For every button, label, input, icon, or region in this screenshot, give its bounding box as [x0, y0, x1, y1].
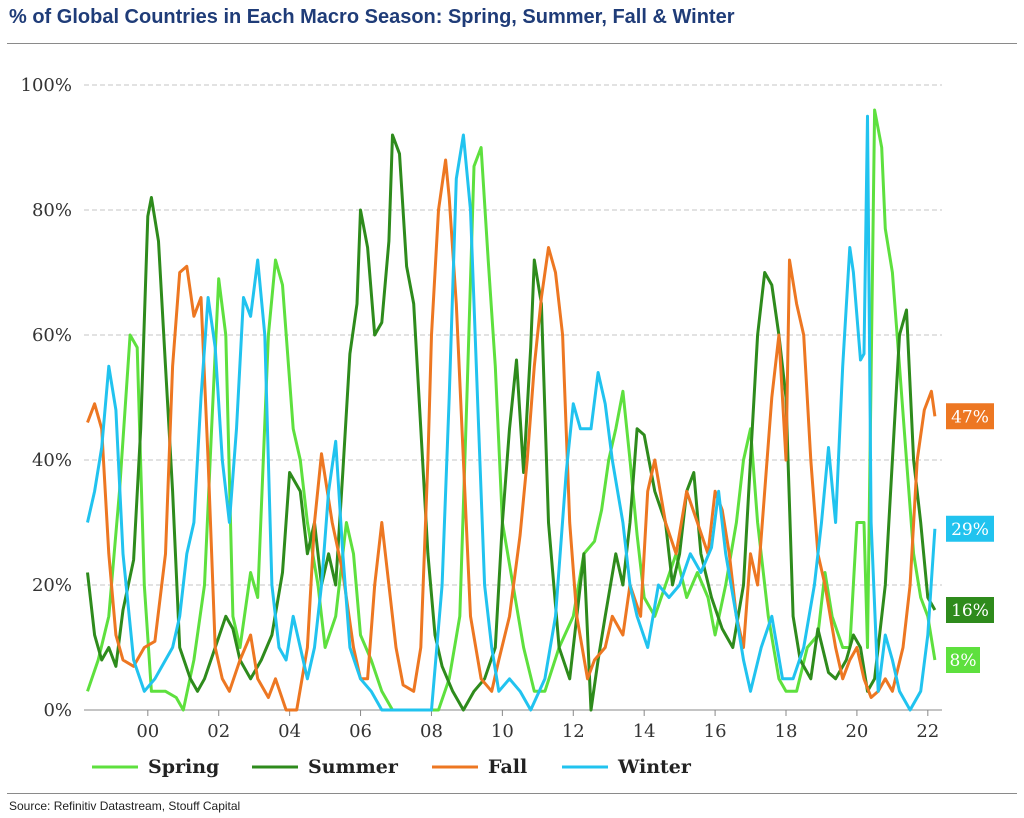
end-labels: 8% 16% 47% 29%: [946, 403, 994, 673]
x-tick-label: 04: [278, 721, 301, 742]
y-axis-ticks: 0% 20% 40% 60% 80% 100%: [21, 75, 72, 721]
line-chart: 0% 20% 40% 60% 80% 100% 00 02 04 06 08 10 12 14 16 18 2…: [21, 75, 994, 778]
end-label-winter: 29%: [951, 520, 989, 540]
end-label-summer: 16%: [951, 601, 989, 621]
x-tick-label: 22: [916, 721, 939, 742]
legend: Spring Summer Fall Winter: [92, 756, 692, 778]
end-label-box-summer: [946, 597, 994, 623]
x-tick-label: 10: [491, 721, 514, 742]
legend-label-spring: Spring: [148, 756, 219, 778]
x-tick-label: 20: [845, 721, 868, 742]
series-line-fall: [86, 158, 937, 712]
x-axis: 00 02 04 06 08 10 12 14 16 18 20 22: [84, 709, 942, 742]
x-tick-label: 02: [207, 721, 230, 742]
end-label-spring: 8%: [950, 651, 977, 671]
end-label-box-winter: [946, 515, 994, 542]
legend-label-winter: Winter: [617, 756, 692, 778]
y-tick-label: 20%: [32, 575, 72, 596]
end-label-box-spring: [946, 647, 980, 673]
source-note: Source: Refinitiv Datastream, Stouff Cap…: [9, 799, 241, 813]
x-tick-label: 14: [633, 721, 656, 742]
end-label-fall: 47%: [951, 407, 989, 427]
chart-title: % of Global Countries in Each Macro Seas…: [9, 6, 735, 28]
y-tick-label: 60%: [32, 325, 72, 346]
title-rule: [7, 43, 1017, 44]
x-tick-label: 08: [420, 721, 443, 742]
y-tick-label: 100%: [21, 75, 72, 96]
series-line-winter: [86, 114, 937, 712]
x-tick-label: 06: [349, 721, 372, 742]
end-label-box-fall: [946, 403, 994, 430]
legend-label-fall: Fall: [488, 756, 527, 778]
x-tick-label: 16: [704, 721, 727, 742]
series-line-spring: [86, 108, 937, 712]
source-rule: [7, 793, 1017, 794]
x-tick-label: 00: [136, 721, 159, 742]
series-lines: [86, 108, 937, 712]
x-tick-label: 18: [775, 721, 798, 742]
y-tick-label: 0%: [43, 700, 72, 721]
y-tick-label: 80%: [32, 200, 72, 221]
series-line-summer: [86, 133, 937, 712]
x-tick-label: 12: [562, 721, 585, 742]
legend-label-summer: Summer: [308, 756, 399, 778]
y-tick-label: 40%: [32, 450, 72, 471]
